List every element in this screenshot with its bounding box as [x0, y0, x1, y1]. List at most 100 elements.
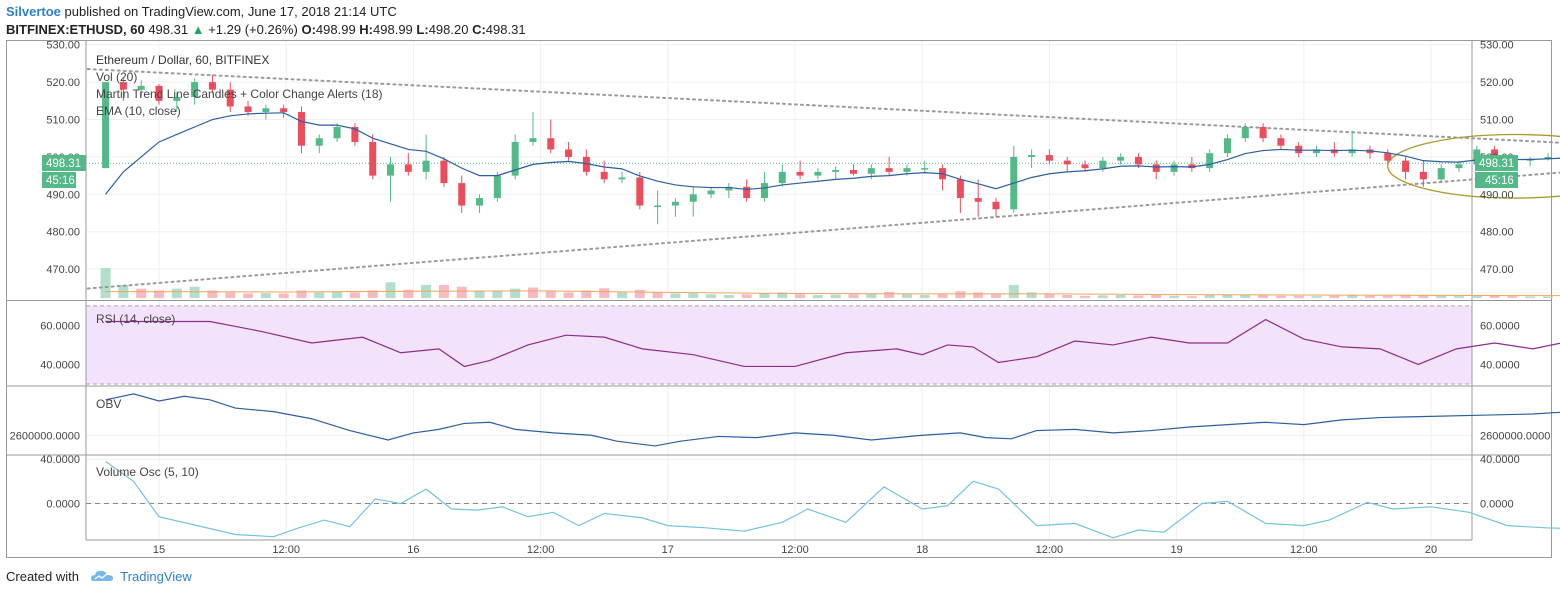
- candle-body: [1544, 156, 1552, 159]
- volume-bar: [670, 293, 681, 298]
- candle: [1063, 156, 1071, 172]
- candle: [582, 149, 590, 176]
- candle: [333, 123, 341, 142]
- candle-body: [814, 171, 822, 176]
- volume-bar: [492, 290, 503, 298]
- candle-body: [226, 89, 234, 107]
- rsi-tick-left: 40.0000: [40, 359, 80, 371]
- volume-bar: [1293, 295, 1304, 298]
- volume-ma-line: [105, 290, 1560, 297]
- volume-bar: [1436, 295, 1447, 298]
- volume-bar: [296, 290, 307, 298]
- time-tick: 17: [662, 544, 674, 556]
- candle-body: [529, 138, 537, 142]
- left-price-badge: [42, 155, 86, 171]
- candle-body: [796, 171, 804, 176]
- candle-body: [707, 190, 715, 195]
- publish-info: Silvertoe published on TradingView.com, …: [6, 3, 397, 20]
- volume-bar: [136, 288, 147, 298]
- candle: [974, 179, 982, 217]
- candle-body: [1259, 127, 1267, 139]
- volume-bar: [1329, 295, 1340, 298]
- legend: Ethereum / Dollar, 60, BITFINEX Vol (20)…: [96, 53, 382, 479]
- volume-bar: [1347, 295, 1358, 298]
- candle-body: [369, 141, 377, 176]
- high-label: H:: [359, 22, 374, 37]
- volume-bar: [848, 294, 859, 298]
- volume-bar: [634, 289, 645, 298]
- volume-bar: [1382, 295, 1393, 298]
- time-tick: 19: [1170, 544, 1182, 556]
- volume-bar: [1115, 295, 1126, 298]
- trendline-upper: [86, 68, 1560, 144]
- time-tick: 18: [916, 544, 928, 556]
- obv-tick-left: 2600000.0000: [10, 430, 80, 442]
- volume-bar: [474, 290, 485, 298]
- volume-bar: [563, 292, 574, 298]
- candle-body: [208, 82, 216, 90]
- candle: [743, 179, 751, 202]
- candle: [226, 82, 234, 113]
- candle-body: [1045, 155, 1053, 161]
- candle: [832, 166, 840, 180]
- volume-bar: [723, 295, 734, 298]
- candle-body: [1313, 149, 1321, 154]
- candle: [511, 134, 519, 180]
- volume-bar: [154, 290, 164, 298]
- volume-bar: [260, 293, 271, 298]
- candle-body: [244, 106, 252, 113]
- candle-body: [1028, 155, 1036, 157]
- author-link[interactable]: Silvertoe: [6, 4, 61, 19]
- candle-body: [1117, 156, 1125, 161]
- candle-body: [1134, 156, 1142, 165]
- volume-bar: [332, 292, 343, 298]
- price-tick-right: 530.00: [1480, 40, 1514, 52]
- volume-bar: [1133, 295, 1144, 298]
- volume-bar: [1311, 296, 1322, 298]
- left-countdown-badge: [42, 172, 76, 188]
- candle: [1419, 160, 1427, 187]
- candle-body: [280, 108, 288, 113]
- rsi-band: [86, 305, 1472, 384]
- candle-body: [1384, 153, 1392, 161]
- candle-body: [262, 108, 270, 113]
- candle: [173, 93, 181, 113]
- candle-body: [618, 177, 626, 180]
- candle-body: [119, 82, 127, 90]
- volume-bar: [901, 294, 912, 298]
- candle-body: [1152, 164, 1160, 172]
- obv-line: [105, 393, 1560, 447]
- volume-bar: [812, 295, 823, 298]
- volume-bar: [403, 289, 414, 298]
- tradingview-link[interactable]: TradingView: [120, 569, 192, 584]
- candle-body: [778, 171, 786, 184]
- candle: [1384, 149, 1392, 165]
- candle-body: [832, 170, 840, 172]
- candle: [921, 160, 929, 172]
- change-arrow-icon: ▲: [191, 22, 205, 37]
- candle-body: [137, 85, 145, 90]
- volume-bar: [1222, 294, 1233, 298]
- candle: [565, 141, 573, 161]
- legend-vol: Vol (20): [96, 70, 137, 84]
- time-tick: 12:00: [527, 544, 555, 556]
- candle-body: [173, 97, 181, 101]
- candle: [1544, 153, 1552, 161]
- candle: [208, 74, 216, 94]
- candle-body: [315, 138, 323, 146]
- candle-body: [885, 168, 893, 172]
- right-countdown-text: 45:16: [1485, 175, 1514, 187]
- candle: [1241, 123, 1249, 142]
- candle: [493, 171, 501, 202]
- candle: [1170, 160, 1178, 176]
- highlight-ellipse: [1387, 133, 1560, 199]
- candle: [422, 134, 430, 180]
- candle-body: [297, 112, 305, 146]
- candle: [760, 171, 768, 202]
- rsi-tick-right: 60.0000: [1480, 320, 1520, 332]
- close-value: 498.31: [485, 22, 526, 37]
- volume-bar: [1258, 295, 1269, 298]
- candle-body: [351, 127, 359, 142]
- volume-bar: [1364, 295, 1375, 298]
